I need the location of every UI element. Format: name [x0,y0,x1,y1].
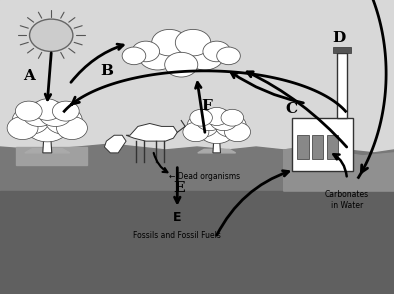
Polygon shape [0,153,394,294]
Circle shape [183,122,209,142]
Circle shape [132,41,160,62]
Text: A: A [24,69,35,83]
Text: ← Dead organisms: ← Dead organisms [169,172,241,181]
Circle shape [25,108,70,142]
FancyArrowPatch shape [231,72,303,103]
Circle shape [33,99,62,120]
Polygon shape [0,144,394,294]
Polygon shape [284,147,394,191]
Circle shape [217,47,240,65]
Polygon shape [104,135,126,153]
FancyArrowPatch shape [333,154,347,176]
FancyArrowPatch shape [247,72,347,147]
Circle shape [15,101,42,121]
Text: B: B [100,64,113,78]
Circle shape [186,42,224,70]
FancyArrowPatch shape [154,153,167,172]
Circle shape [221,109,243,126]
FancyArrowPatch shape [195,82,205,132]
Circle shape [30,19,73,51]
Circle shape [122,47,146,65]
Text: Carbonates
in Water: Carbonates in Water [325,190,369,210]
FancyArrowPatch shape [217,171,289,235]
Polygon shape [43,125,52,153]
Polygon shape [16,147,87,165]
Circle shape [225,122,251,142]
Text: E: E [173,181,185,195]
Polygon shape [126,123,177,141]
Circle shape [198,115,236,143]
Circle shape [57,116,87,140]
Circle shape [45,106,82,134]
Bar [292,118,353,171]
Text: C: C [286,102,297,116]
Circle shape [187,114,218,137]
Polygon shape [198,149,236,153]
Circle shape [203,41,230,62]
Circle shape [204,107,229,126]
Circle shape [158,35,205,71]
FancyArrowPatch shape [175,168,180,203]
Circle shape [152,29,187,56]
Bar [297,135,309,159]
Circle shape [7,116,38,140]
Polygon shape [0,191,394,294]
Text: Fossils and Fossil Fuels: Fossils and Fossil Fuels [133,231,221,240]
Circle shape [215,114,246,137]
Polygon shape [213,129,221,153]
Circle shape [39,102,72,126]
Text: E: E [173,211,182,224]
FancyArrowPatch shape [45,53,51,100]
Bar [327,135,338,159]
FancyArrowPatch shape [71,44,123,82]
Circle shape [175,29,211,56]
Polygon shape [333,47,351,53]
Bar [312,135,323,159]
Circle shape [196,110,224,131]
Text: F: F [201,99,212,113]
Polygon shape [337,53,347,118]
Circle shape [165,52,198,77]
Text: D: D [332,31,346,45]
Polygon shape [0,0,394,153]
Circle shape [22,102,56,126]
Circle shape [52,101,79,121]
Circle shape [139,42,177,70]
Circle shape [12,106,49,134]
Circle shape [210,110,238,131]
Circle shape [190,109,212,126]
Polygon shape [25,149,70,153]
